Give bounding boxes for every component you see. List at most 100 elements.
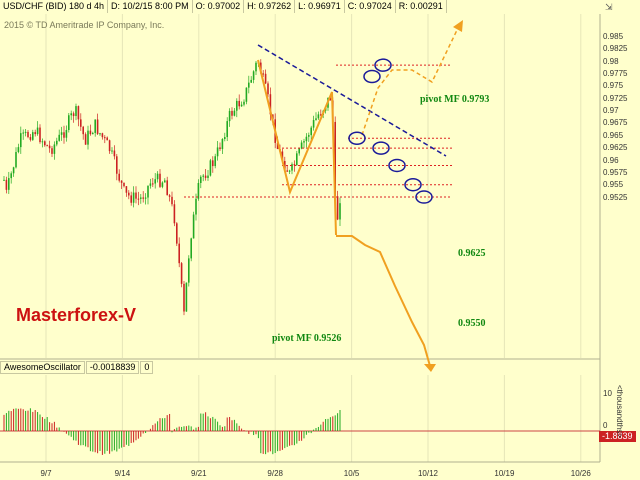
candle-body [233, 110, 236, 116]
candle-body [135, 192, 137, 199]
candle-body [48, 145, 51, 149]
symbol-label[interactable]: USD/CHF (BID) 180 d 4h [0, 0, 109, 13]
candle-body [171, 196, 173, 205]
arrow-down-head [424, 364, 436, 372]
candle-body [15, 152, 17, 168]
candle-body [87, 130, 89, 145]
candle-body [75, 106, 77, 117]
candle-body [41, 141, 44, 143]
candle-body [120, 180, 123, 183]
price-tick-label: 0.9775 [603, 69, 628, 79]
candle-body [286, 170, 288, 172]
oscillator-scale-mid: 0 [603, 421, 608, 430]
time-tick-label: 10/26 [570, 469, 591, 478]
close-label: C: 0.97024 [345, 0, 396, 13]
candle-body [224, 137, 226, 139]
highlight-circle [348, 131, 366, 146]
cursor-arrows-icon[interactable]: ⇲ [605, 2, 613, 12]
candle-body [130, 195, 132, 203]
candle-body [8, 178, 10, 190]
candle-body [267, 83, 269, 95]
candle-body [111, 150, 113, 152]
candle-body [51, 148, 53, 154]
candle-body [173, 204, 176, 224]
candle-body [156, 173, 159, 180]
candle-body [303, 141, 305, 143]
candle-body [288, 170, 291, 172]
candle-body [190, 238, 192, 259]
candle-body [214, 156, 216, 167]
pivot-top-label: pivot MF 0.9793 [420, 94, 490, 105]
candle-body [60, 132, 63, 135]
candle-body [305, 136, 308, 142]
candle-body [99, 133, 101, 135]
oscillator-bars [3, 408, 341, 455]
time-tick-label: 9/14 [114, 469, 131, 478]
highlight-circle [363, 69, 381, 84]
candle-body [46, 145, 48, 147]
candle-body [56, 140, 58, 145]
candle-body [147, 185, 149, 198]
price-tick-label: 0.975 [603, 81, 624, 91]
level-0550-label: 0.9550 [458, 318, 486, 329]
arrow-up-head [453, 20, 463, 32]
copyright-text: 2015 © TD Ameritrade IP Company, Inc. [4, 20, 165, 30]
candle-body [140, 197, 142, 199]
candle-body [3, 179, 5, 181]
candle-body [320, 114, 322, 116]
candle-body [197, 183, 200, 199]
candle-body [164, 180, 166, 183]
candle-body [238, 100, 240, 107]
candle-body [68, 115, 70, 131]
candle-body [39, 127, 41, 143]
candle-body [315, 118, 317, 121]
candle-body [291, 164, 293, 171]
highlight-circle [415, 190, 433, 204]
candle-body [149, 183, 152, 186]
price-tick-label: 0.9825 [603, 44, 628, 54]
candle-body [185, 282, 188, 312]
candle-body [200, 176, 202, 184]
candle-body [219, 147, 221, 150]
highlight-circle [404, 177, 422, 192]
candle-body [104, 137, 106, 139]
candle-body [101, 133, 104, 138]
candle-body [168, 195, 171, 197]
candle-body [113, 150, 116, 157]
candle-body [161, 182, 164, 187]
oscillator-name[interactable]: AwesomeOscillator [0, 361, 85, 374]
candle-body [132, 192, 135, 203]
candle-body [296, 153, 298, 166]
candle-body [236, 100, 238, 111]
candle-body [293, 164, 296, 166]
brand-watermark: Masterforex-V [16, 305, 137, 325]
chart-info-bar: USD/CHF (BID) 180 d 4h D: 10/2/15 8:00 P… [0, 0, 640, 13]
grid-lines [0, 14, 601, 463]
price-tick-label: 0.985 [603, 32, 624, 41]
price-tick-label: 0.9675 [603, 118, 628, 128]
time-tick-label: 9/28 [267, 469, 283, 478]
time-tick-label: 10/12 [417, 469, 439, 478]
level-0625-label: 0.9625 [458, 248, 486, 259]
pattern-line [257, 59, 337, 236]
time-tick-label: 10/19 [494, 469, 515, 478]
candle-body [118, 173, 120, 181]
candle-body [252, 71, 255, 80]
candle-body [310, 127, 312, 136]
high-label: H: 0.97262 [244, 0, 296, 13]
candle-body [137, 198, 140, 200]
price-tick-label: 0.965 [603, 130, 624, 140]
candle-body [20, 133, 22, 148]
candle-body [108, 140, 111, 152]
candle-body [240, 104, 243, 107]
oscillator-scale-top: 10 [603, 389, 612, 398]
oscillator-extra: 0 [140, 361, 154, 374]
candle-body [284, 160, 286, 171]
candle-body [106, 137, 108, 141]
candle-body [32, 132, 34, 140]
candle-body [89, 130, 92, 135]
candle-body [231, 110, 233, 116]
oscillator-header: AwesomeOscillator -0.0018839 0 [0, 361, 154, 374]
candle-body [27, 131, 29, 138]
